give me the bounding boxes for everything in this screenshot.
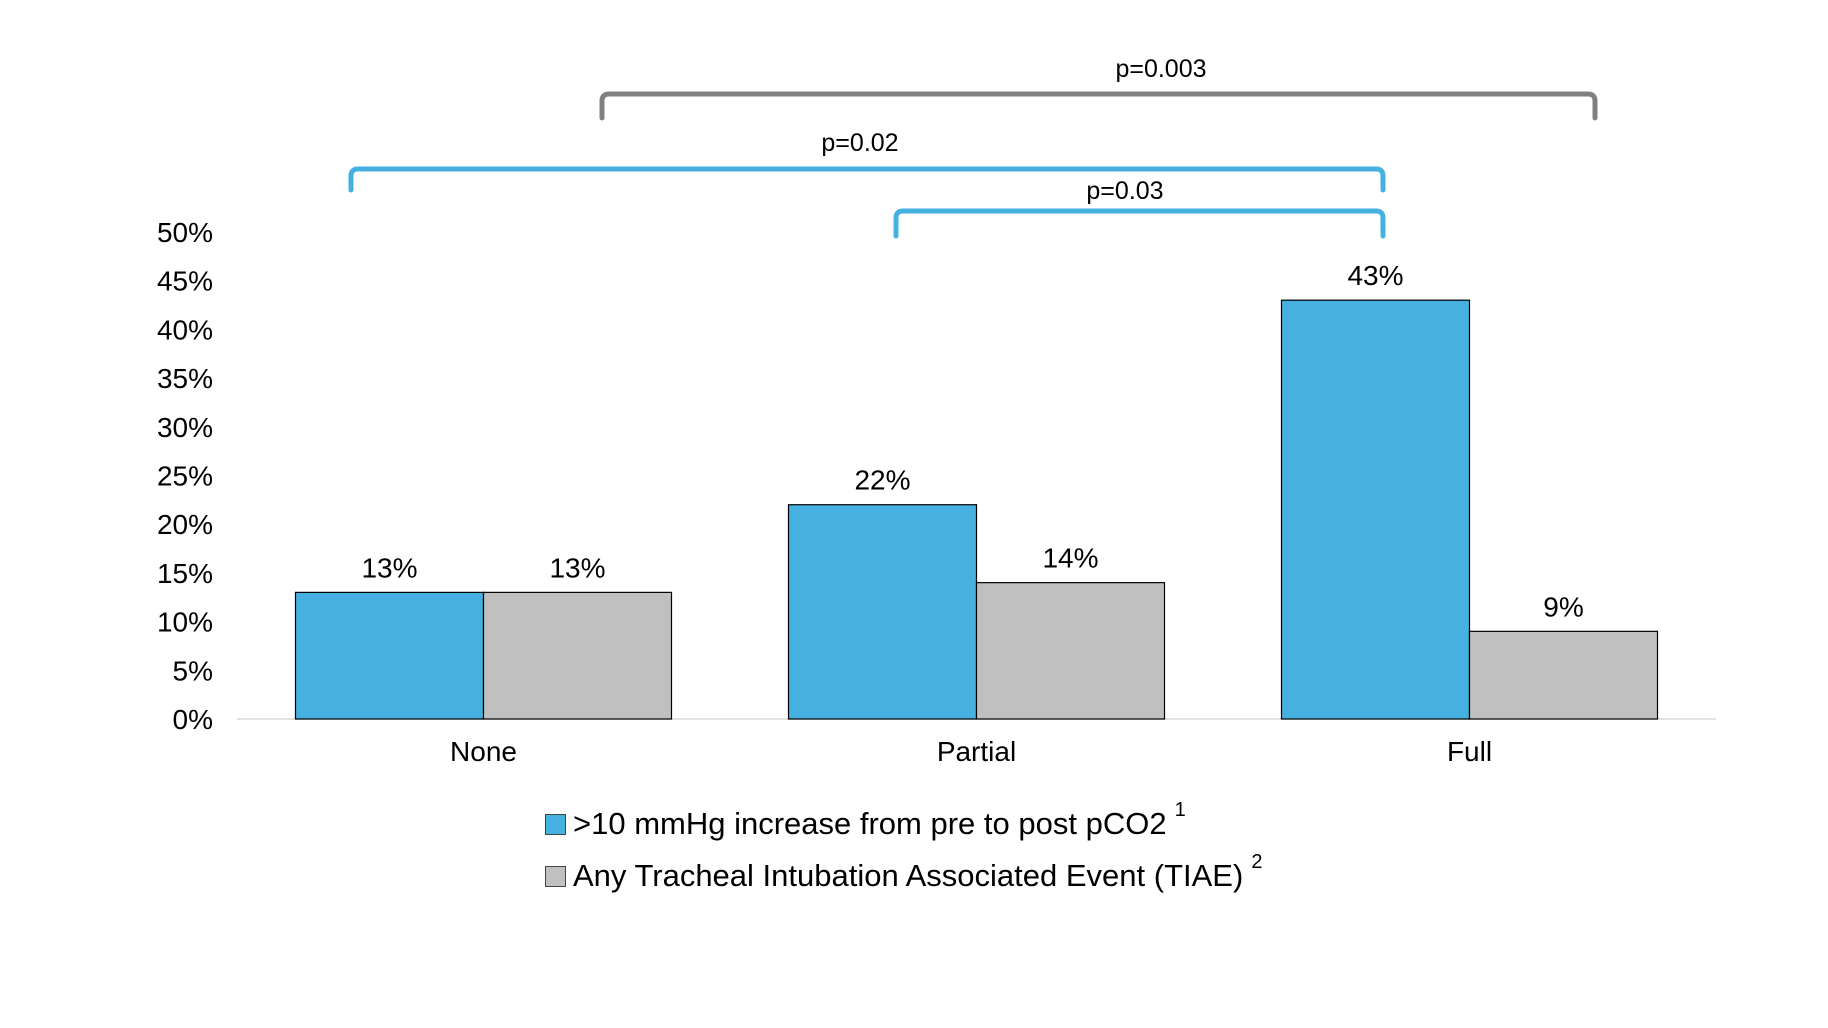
legend-label-pco2: >10 mmHg increase from pre to post pCO2 (573, 806, 1167, 841)
data-label: 13% (549, 552, 605, 583)
bar-partial-series-1 (787, 504, 978, 720)
bar-partial-series-2 (975, 582, 1166, 720)
significance-bracket (348, 166, 1386, 193)
legend-item-tiae: Any Tracheal Intubation Associated Event… (545, 850, 1263, 900)
legend-footnote-tiae: 2 (1251, 850, 1263, 873)
data-label: 43% (1347, 260, 1403, 291)
significance-bracket (893, 208, 1386, 239)
bar-none-series-2 (482, 591, 673, 720)
data-label: 14% (1042, 543, 1098, 574)
y-tick-label: 30% (157, 412, 213, 443)
legend-swatch-tiae (545, 865, 566, 887)
y-tick-label: 10% (157, 607, 213, 638)
legend-swatch-pco2 (545, 813, 566, 835)
x-tick-label: None (450, 736, 517, 767)
data-label: 9% (1543, 591, 1583, 622)
y-tick-label: 15% (157, 558, 213, 589)
data-label: 22% (854, 465, 910, 496)
x-tick-label: Partial (937, 736, 1016, 767)
legend-item-pco2: >10 mmHg increase from pre to post pCO2 … (545, 798, 1262, 848)
y-tick-label: 5% (173, 655, 213, 686)
y-tick-label: 20% (157, 509, 213, 540)
y-tick-label: 0% (173, 704, 213, 735)
bar-none-series-1 (294, 591, 485, 720)
y-tick-label: 40% (157, 314, 213, 345)
data-label: 13% (361, 552, 417, 583)
p-value-label: p=0.003 (1115, 55, 1206, 83)
x-tick-label: Full (1447, 736, 1492, 767)
bar-full-series-2 (1468, 630, 1659, 720)
y-tick-label: 25% (157, 461, 213, 492)
p-value-label: p=0.02 (821, 129, 898, 157)
y-tick-label: 35% (157, 363, 213, 394)
legend: >10 mmHg increase from pre to post pCO2 … (545, 798, 1263, 904)
y-tick-label: 50% (157, 217, 213, 248)
y-tick-label: 45% (157, 266, 213, 297)
legend-footnote-pco2: 1 (1174, 798, 1186, 821)
significance-bracket (599, 91, 1598, 121)
legend-label-tiae: Any Tracheal Intubation Associated Event… (573, 858, 1244, 893)
bar-full-series-1 (1280, 299, 1471, 720)
p-value-label: p=0.03 (1086, 177, 1163, 205)
